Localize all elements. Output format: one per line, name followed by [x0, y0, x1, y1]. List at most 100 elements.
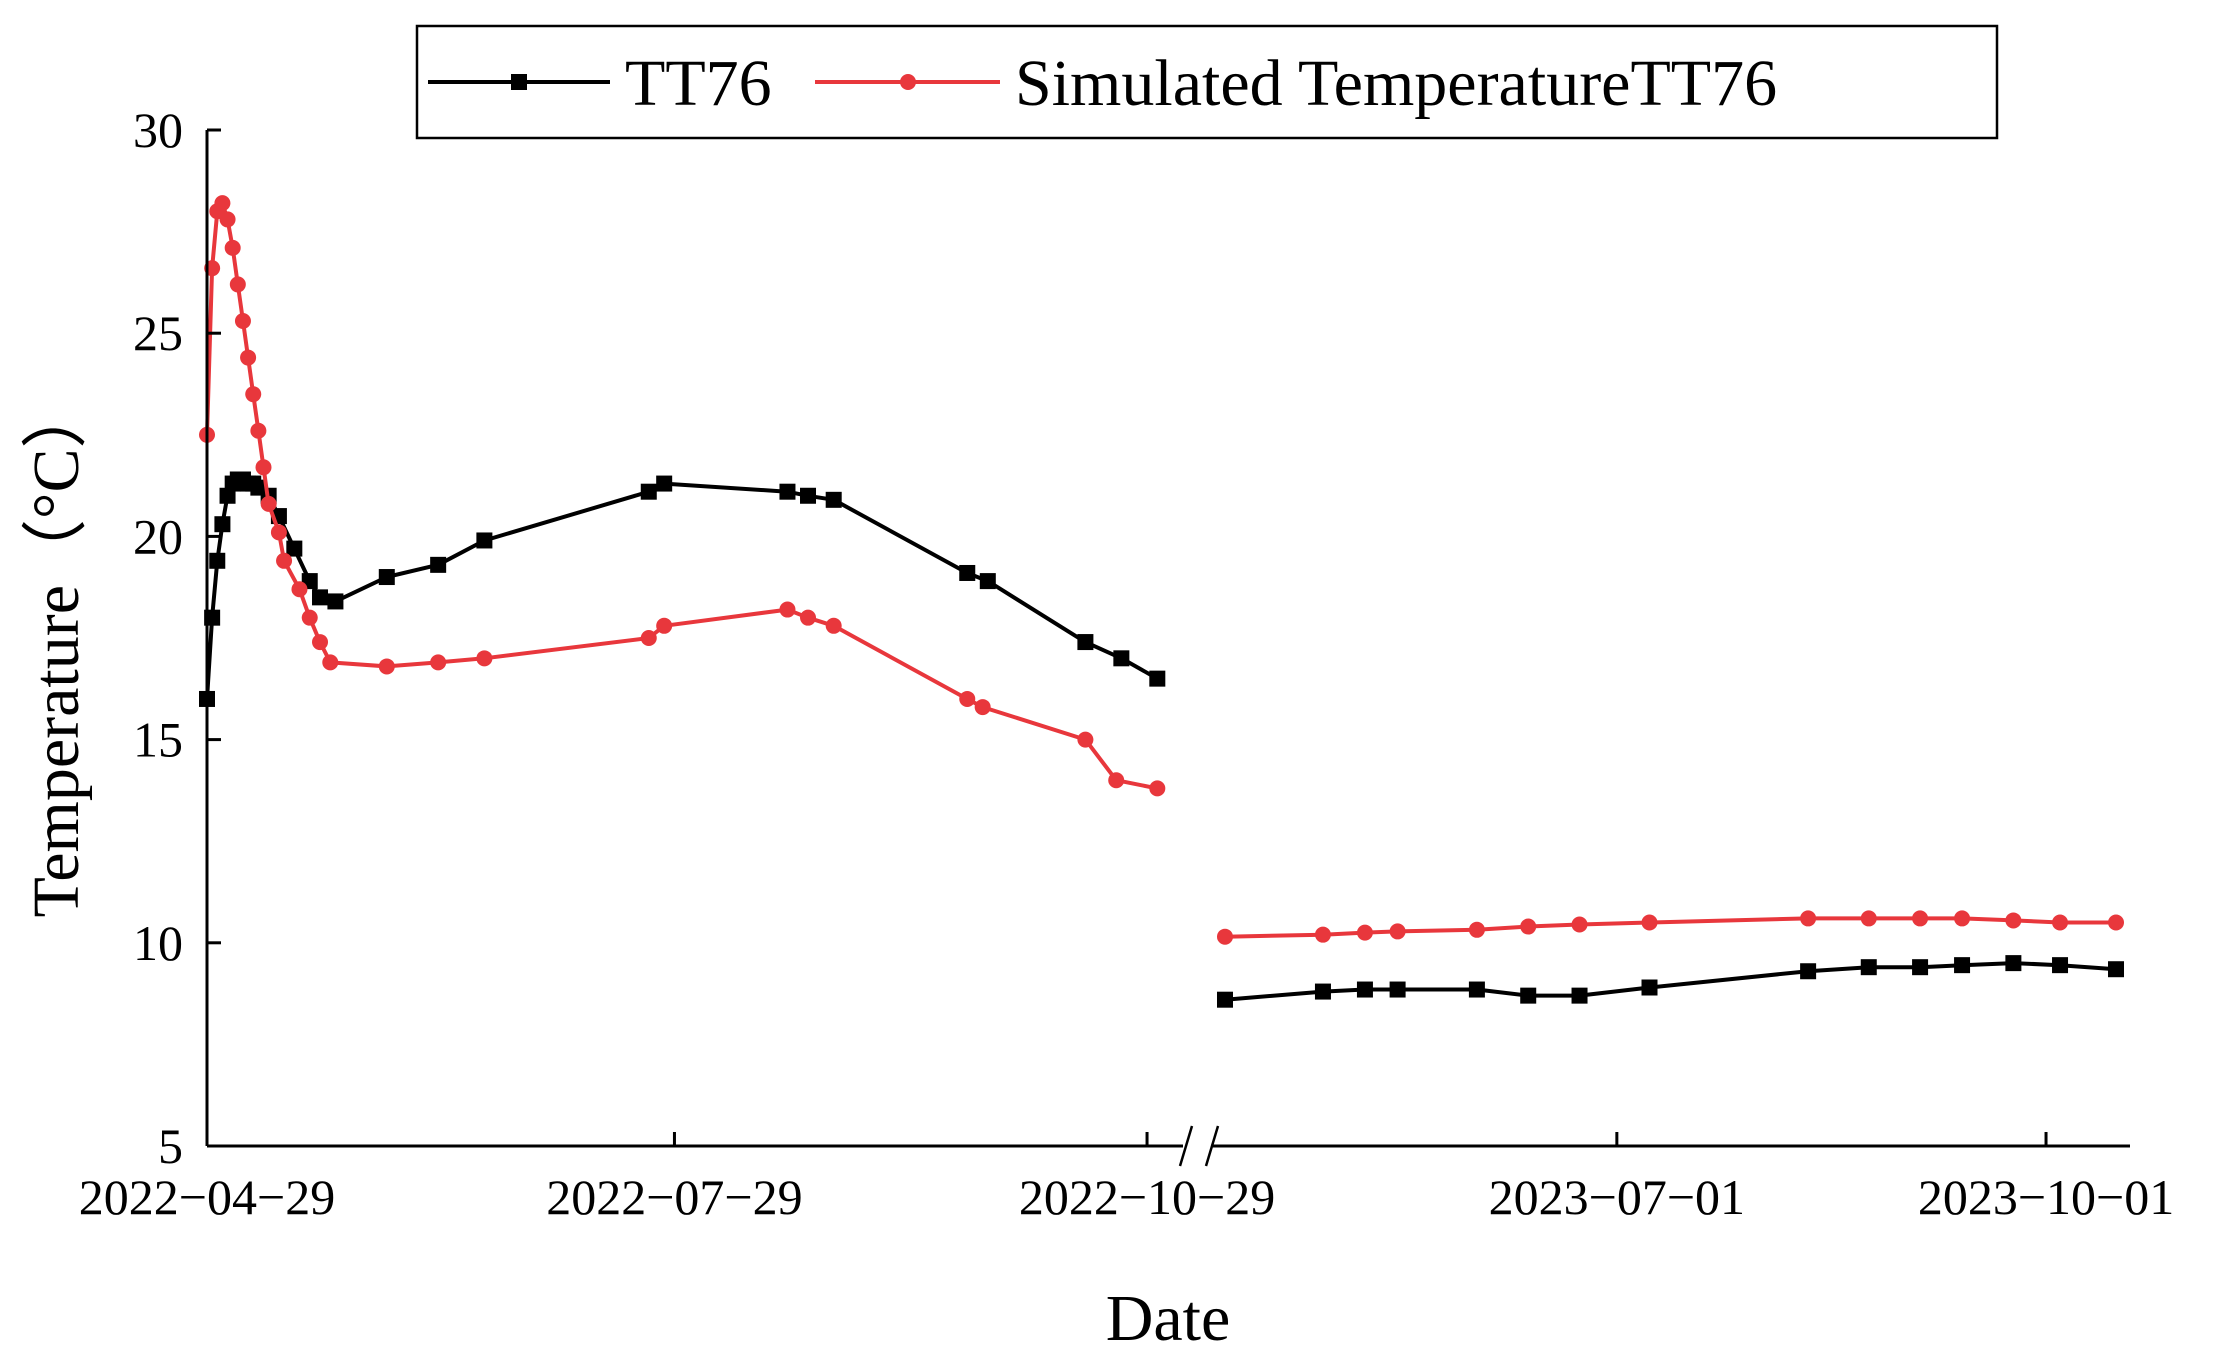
- data-point-simulated: [430, 654, 447, 671]
- data-point-tt76: [1356, 981, 1373, 998]
- data-point-tt76: [476, 532, 493, 549]
- data-point-tt76: [1571, 987, 1588, 1004]
- data-point-tt76: [1149, 670, 1166, 687]
- data-point-simulated: [1520, 918, 1537, 935]
- data-point-simulated: [2052, 914, 2069, 931]
- data-point-tt76: [825, 491, 842, 508]
- legend-swatch-tt76-marker: [511, 74, 527, 90]
- x-tick-label: 2022−10−29: [1019, 1169, 1275, 1225]
- series-line-simulated: [205, 201, 1158, 791]
- data-point-tt76: [209, 552, 226, 569]
- data-point-tt76: [1314, 983, 1331, 1000]
- data-point-simulated: [378, 658, 395, 675]
- data-point-simulated: [255, 459, 272, 476]
- data-point-simulated: [1314, 926, 1331, 943]
- x-tick-label: 2022−07−29: [546, 1169, 802, 1225]
- data-point-tt76: [779, 483, 796, 500]
- data-point-simulated: [245, 386, 262, 403]
- data-point-tt76: [1954, 957, 1971, 974]
- data-point-tt76: [1077, 634, 1094, 651]
- x-ticks: 2022−04−29 2022−07−29 2022−10−29 2023−07−01…: [79, 1132, 2174, 1225]
- data-point-tt76: [2052, 957, 2069, 974]
- axis-break-mark-right: [1204, 1125, 1220, 1167]
- data-point-simulated: [1641, 914, 1658, 931]
- data-point-simulated: [656, 617, 673, 634]
- data-point-simulated: [301, 609, 318, 626]
- data-point-simulated: [476, 650, 493, 667]
- data-point-simulated: [1860, 910, 1877, 927]
- data-point-simulated: [1912, 910, 1929, 927]
- data-point-tt76: [1912, 959, 1929, 976]
- data-point-tt76: [656, 475, 673, 492]
- y-tick-label: 20: [133, 508, 183, 564]
- data-point-simulated: [825, 617, 842, 634]
- plot-series: [199, 195, 2125, 1008]
- series-line-tt76: [205, 477, 1159, 700]
- data-point-simulated: [1468, 921, 1485, 938]
- data-point-simulated: [1356, 924, 1373, 941]
- data-point-tt76: [2005, 955, 2022, 972]
- data-point-simulated: [1149, 780, 1166, 797]
- data-point-tt76: [312, 589, 329, 606]
- data-point-simulated: [219, 211, 236, 228]
- data-point-tt76: [1468, 981, 1485, 998]
- data-point-simulated: [1077, 731, 1094, 748]
- data-point-tt76: [979, 573, 996, 590]
- y-tick-label: 15: [133, 712, 183, 768]
- y-ticks: 5 10 15 20 25 30: [133, 102, 221, 1174]
- data-point-tt76: [1216, 991, 1233, 1008]
- legend-label-tt76: TT76: [625, 47, 772, 120]
- x-tick-label: 2023−07−01: [1489, 1169, 1745, 1225]
- y-tick-label: 5: [158, 1118, 183, 1174]
- data-point-simulated: [1108, 772, 1125, 789]
- legend: TT76 Simulated TemperatureTT76: [415, 24, 1999, 140]
- data-point-simulated: [312, 634, 329, 651]
- data-point-simulated: [291, 581, 308, 598]
- data-point-simulated: [800, 609, 817, 626]
- data-point-simulated: [1216, 928, 1233, 945]
- y-axis-title: Temperature（°C）: [20, 383, 93, 918]
- data-point-simulated: [234, 313, 251, 330]
- data-point-simulated: [974, 699, 991, 716]
- data-point-tt76: [1520, 987, 1537, 1004]
- data-point-simulated: [1800, 910, 1817, 927]
- data-point-simulated: [1571, 916, 1588, 933]
- data-point-simulated: [224, 239, 241, 256]
- data-point-tt76: [1389, 981, 1406, 998]
- data-point-tt76: [800, 487, 817, 504]
- data-point-tt76: [1800, 963, 1817, 980]
- data-point-tt76: [640, 483, 657, 500]
- legend-label-simulated: Simulated TemperatureTT76: [1015, 47, 1777, 120]
- x-axis-title: Date: [1106, 1282, 1231, 1355]
- data-point-simulated: [260, 495, 277, 512]
- data-point-simulated: [959, 690, 976, 707]
- data-point-tt76: [214, 516, 231, 533]
- data-point-simulated: [250, 422, 267, 439]
- data-point-simulated: [322, 654, 339, 671]
- data-point-tt76: [1860, 959, 1877, 976]
- data-point-tt76: [286, 540, 303, 557]
- data-point-tt76: [430, 556, 447, 573]
- data-point-tt76: [378, 569, 395, 586]
- data-point-tt76: [1641, 979, 1658, 996]
- y-tick-label: 25: [133, 305, 183, 361]
- data-point-simulated: [270, 524, 287, 541]
- data-point-simulated: [229, 276, 246, 293]
- data-point-simulated: [1389, 923, 1406, 940]
- x-tick-label: 2023−10−01: [1918, 1169, 2174, 1225]
- data-point-tt76: [327, 593, 344, 610]
- data-point-simulated: [1954, 910, 1971, 927]
- data-point-simulated: [2108, 914, 2125, 931]
- data-point-tt76: [219, 487, 236, 504]
- data-point-simulated: [276, 552, 293, 569]
- data-point-tt76: [1113, 650, 1130, 667]
- data-point-tt76: [2108, 961, 2125, 978]
- data-point-simulated: [640, 630, 657, 646]
- data-point-simulated: [779, 601, 796, 618]
- axes: 5 10 15 20 25 30 2022−04−29 2022−07−29 2022−10−…: [79, 102, 2174, 1225]
- y-tick-label: 30: [133, 102, 183, 158]
- data-point-simulated: [2005, 912, 2022, 929]
- data-point-simulated: [240, 349, 257, 366]
- x-tick-label: 2022−04−29: [79, 1169, 335, 1225]
